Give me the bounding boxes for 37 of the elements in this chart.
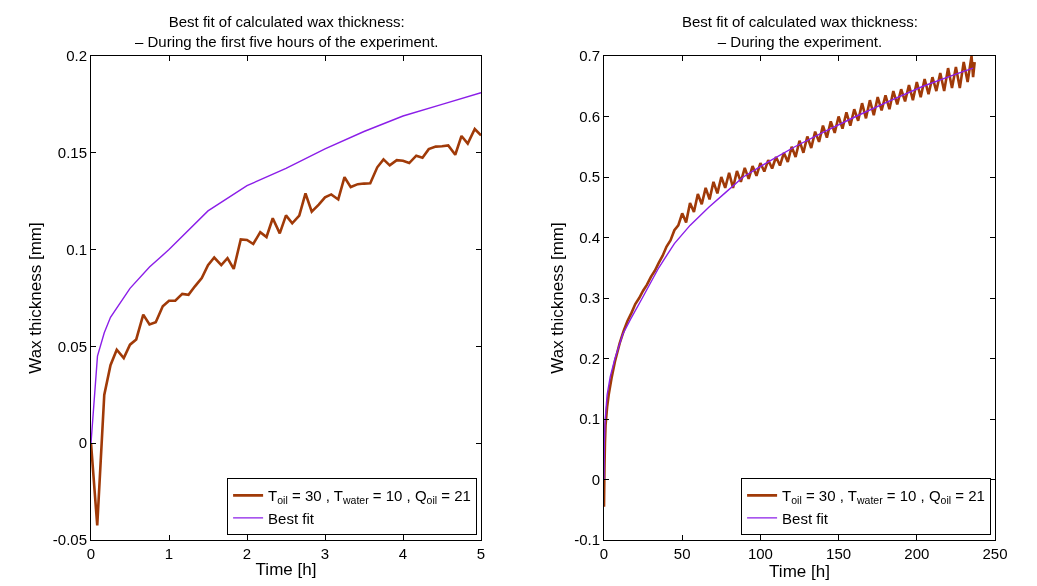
y-tick-label: 0.5 [579,168,600,186]
y-tick-label: 0.7 [579,47,600,65]
x-tick-label: 50 [673,545,691,562]
x-tick-label: 1 [164,545,174,562]
x-axis-title: Time [h] [255,560,317,580]
y-tick-label: 0 [591,470,600,488]
x-tick-label: 4 [398,545,408,562]
x-tick-label: 2 [242,545,252,562]
x-tick-label: 100 [747,545,773,562]
x-tick-label: 250 [982,545,1008,562]
y-tick-label: 0.1 [66,240,87,258]
y-tick-label: -0.1 [574,531,600,549]
line-series [91,92,481,444]
y-tick-label: 0.4 [579,228,600,246]
x-tick-label: 3 [320,545,330,562]
legend-label: Best fit [782,509,829,527]
x-axis-title: Time [h] [769,562,830,581]
y-tick-label: 0 [78,434,87,452]
legend-label: Best fit [268,509,315,527]
y-tick-label: 0.6 [579,107,600,125]
x-tick-label: 200 [904,545,930,562]
y-tick-label: 0.15 [57,144,87,162]
legend-label: T$_{oil}$ = 30 , T$_{water}$ = 10 , Q$_{oil}$ = 21 [268,487,471,507]
y-tick-label: 0.2 [66,47,87,65]
chart-title: Best fit of calculated wax thickness: – During the first five hours of the experiment. [135,13,439,50]
y-axis-title: Wax thickness [mm] [26,222,46,374]
line-series [91,127,481,527]
x-tick-label: 5 [476,545,486,562]
legend-label: T$_{oil}$ = 30 , T$_{water}$ = 10 , Q$_{oil}$ = 21 [782,487,985,507]
y-tick-label: 0.2 [579,349,600,367]
x-tick-label: 150 [826,545,852,562]
y-tick-label: -0.05 [52,531,87,549]
y-tick-label: 0.3 [579,289,600,307]
y-axis-title: Wax thickness [mm] [547,222,567,374]
y-tick-label: 0.05 [57,337,87,355]
chart-title: Best fit of calculated wax thickness: – During the experiment. [682,13,918,50]
y-tick-label: 0.1 [579,410,600,428]
